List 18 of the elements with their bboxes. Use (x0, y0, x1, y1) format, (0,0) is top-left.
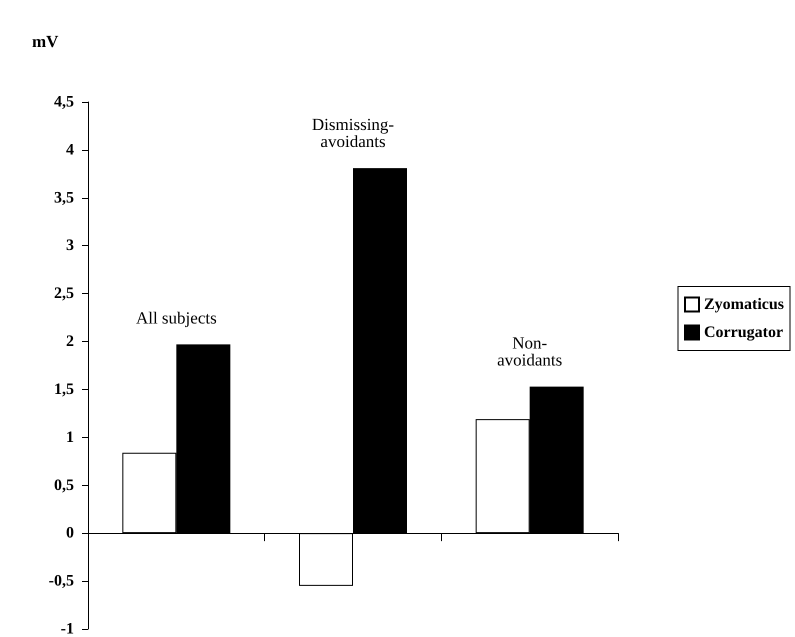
y-tick-label: 2 (66, 333, 74, 350)
legend-label: Corrugator (704, 324, 784, 341)
y-tick-label: 0 (66, 524, 74, 542)
legend-label: Zyomaticus (704, 296, 784, 313)
y-tick-label: 4 (66, 141, 74, 158)
x-tick-label: Dismissing- avoidants (312, 115, 394, 152)
y-tick-label: 0,5 (54, 476, 74, 494)
y-tick-label: 1,5 (54, 380, 74, 398)
y-tick-label: 4,5 (54, 94, 74, 110)
y-tick-label: -0,5 (48, 572, 74, 590)
y-tick-label: 3,5 (54, 189, 74, 206)
y-tick-label: 1 (66, 428, 74, 446)
y-tick-label: 2,5 (54, 285, 74, 302)
y-tick-label: 3 (66, 237, 74, 254)
y-tick-label: -1 (60, 620, 74, 637)
x-tick-label: All subjects (136, 308, 217, 328)
y-axis-title: mV (32, 32, 60, 51)
x-tick-label: Non- avoidants (497, 334, 562, 370)
